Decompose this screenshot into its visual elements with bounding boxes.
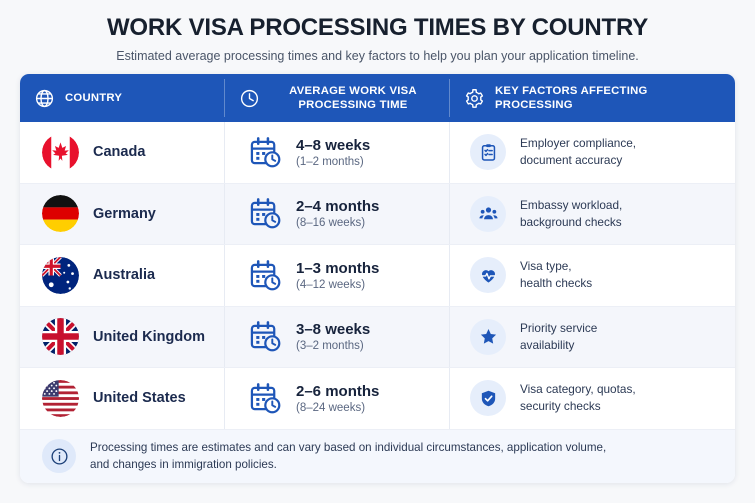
calendar-clock-icon [250,136,281,168]
cell-processing-time: 2–4 months (8–16 weeks) [225,183,450,245]
column-header-country-label: COUNTRY [65,91,123,104]
factor-text: Visa type, health checks [520,258,592,292]
table-row[interactable]: United Kingdom 3–8 weeks (3–2 months) [20,306,735,368]
cell-country: Australia [20,245,225,306]
cell-key-factors: Embassy workload, background checks [450,184,735,245]
calendar-clock-icon [250,321,281,352]
flag-united-kingdom [42,318,79,356]
info-icon [50,447,68,465]
time-text-group: 2–4 months (8–16 weeks) [296,198,379,229]
heart-pulse-icon [480,269,496,283]
factor-text: Priority service availability [520,320,597,354]
cell-country: United Kingdom [20,306,225,368]
country-name: Canada [93,144,146,161]
time-primary: 3–8 weeks [296,321,371,339]
factor-icon-badge [470,134,506,171]
time-secondary: (8–16 weeks) [296,217,366,230]
disclaimer-note: Processing times are estimates and can v… [20,429,735,483]
clipboard-checklist-icon [481,144,495,161]
factor-icon-badge [470,195,506,232]
flag-australia [42,256,79,294]
factor-line-2: health checks [520,276,593,291]
note-icon-badge [42,439,76,473]
time-secondary: (3–2 months) [296,340,364,353]
cell-country: Canada [20,122,225,183]
factor-line-1: Embassy workload, [520,197,623,212]
table-row[interactable]: United States 2–6 months (8–24 weeks) [20,368,735,430]
factor-text: Visa category, quotas, security checks [520,381,636,415]
gear-icon [465,88,484,108]
country-name: United Kingdom [93,328,205,345]
cell-processing-time: 1–3 months (4–12 weeks) [225,245,450,306]
cell-key-factors: Visa category, quotas, security checks [450,368,735,429]
clock-icon [240,89,259,107]
time-text-group: 2–6 months (8–24 weeks) [296,383,379,414]
cell-key-factors: Employer compliance, document accuracy [450,122,735,183]
table-row[interactable]: Australia 1–3 months (4–12 weeks) [20,245,735,307]
factor-text: Embassy workload, background checks [520,197,622,231]
people-group-icon [478,207,498,220]
time-secondary: (4–12 weeks) [296,278,366,291]
factor-text: Employer compliance, document accuracy [520,135,636,169]
note-line-2: and changes in immigration policies. [90,458,277,471]
country-name: Germany [93,205,156,222]
factor-icon-badge [470,318,506,355]
cell-country: United States [20,368,225,429]
page-subtitle: Estimated average processing times and k… [116,49,639,63]
cell-processing-time: 3–8 weeks (3–2 months) [225,306,450,368]
globe-icon [35,89,54,107]
page-title: WORK VISA PROCESSING TIMES BY COUNTRY [106,14,649,41]
table-row[interactable]: Germany 2–4 months (8–16 weeks) [20,183,735,245]
flag-united-states [42,379,79,417]
note-text: Processing times are estimates and can v… [90,439,606,474]
time-secondary: (1–2 months) [296,155,364,168]
column-header-time: AVERAGE WORK VISA PROCESSING TIME [225,74,450,122]
factor-icon-badge [470,380,506,417]
column-header-time-label: AVERAGE WORK VISA PROCESSING TIME [289,84,417,111]
factor-line-1: Priority service [520,320,598,335]
cell-processing-time: 2–6 months (8–24 weeks) [225,368,450,429]
column-header-factors-label: KEY FACTORS AFFECTING PROCESSING [495,84,648,111]
country-name: Australia [93,267,156,284]
time-primary: 2–4 months [296,198,380,216]
cell-key-factors: Priority service availability [450,307,735,368]
factor-line-1: Visa type, [520,259,572,274]
time-text-group: 1–3 months (4–12 weeks) [296,260,379,291]
table-header: COUNTRY AVERAGE WORK VISA PROCESSING TIM… [20,74,735,122]
star-icon [480,329,496,344]
time-primary: 2–6 months [296,382,380,400]
factor-line-2: background checks [520,214,622,229]
note-line-1: Processing times are estimates and can v… [90,440,607,454]
time-secondary: (8–24 weeks) [296,401,366,414]
factor-line-2: document accuracy [520,153,623,168]
visa-table-card: COUNTRY AVERAGE WORK VISA PROCESSING TIM… [20,74,735,483]
time-text-group: 3–8 weeks (3–2 months) [296,321,370,352]
calendar-clock-icon [250,198,281,229]
calendar-clock-icon [250,382,281,414]
cell-country: Germany [20,183,225,245]
factor-line-1: Visa category, quotas, [520,382,636,397]
calendar-clock-icon [250,259,281,291]
flag-germany [42,195,79,233]
cell-processing-time: 4–8 weeks (1–2 months) [225,122,450,183]
cell-key-factors: Visa type, health checks [450,245,735,306]
factor-line-1: Employer compliance, [520,136,637,151]
factor-icon-badge [470,257,506,294]
column-header-factors: KEY FACTORS AFFECTING PROCESSING [450,74,735,122]
time-primary: 4–8 weeks [296,136,371,154]
shield-check-icon [481,390,495,407]
factor-line-2: security checks [520,399,601,414]
flag-canada [42,133,79,171]
country-name: United States [93,390,186,407]
time-primary: 1–3 months [296,259,380,277]
time-text-group: 4–8 weeks (1–2 months) [296,137,370,168]
table-row[interactable]: Canada 4–8 weeks (1–2 months) [20,122,735,184]
factor-line-2: availability [520,337,575,352]
column-header-country: COUNTRY [20,74,225,122]
